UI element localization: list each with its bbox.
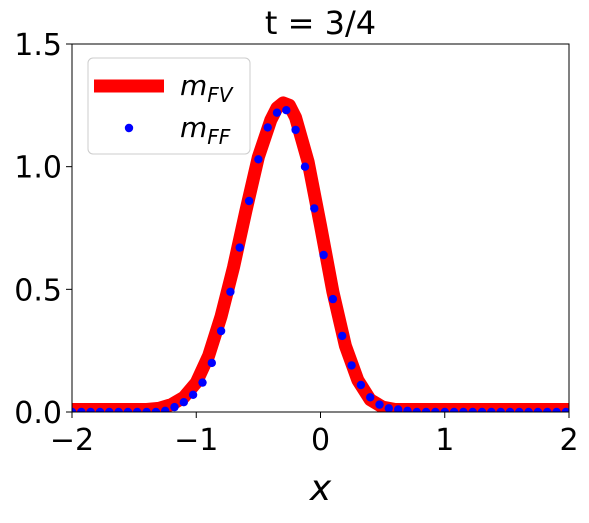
series-marker-point [524,407,533,412]
chart-title: t = 3/4 [265,4,376,42]
legend-label: mFV [180,69,234,107]
series-marker-point [552,407,561,412]
legend-label-subscript: FV [207,83,234,107]
legend-label-base: m [180,69,207,102]
series-marker-point [487,407,496,412]
x-tick-label: 1 [435,423,454,458]
series-marker-point [72,407,77,412]
series-marker-point [356,380,366,390]
series-marker-point [272,108,282,117]
series-marker-point [161,406,170,412]
series-marker-point [403,406,412,412]
x-tick-label: −2 [50,423,94,458]
series-marker-point [431,407,440,412]
series-marker-point [440,407,449,412]
series-marker-point [477,407,487,412]
series-marker-point [254,155,263,164]
y-tick-label: 0.0 [14,396,62,431]
series-marker-point [95,407,105,412]
x-tick-label: 0 [311,423,330,458]
series-marker-point [310,204,319,213]
series-marker-point [105,407,114,412]
series-marker-point [114,407,123,412]
y-tick-label: 1.5 [14,28,62,63]
series-marker-point [459,407,468,412]
series-marker-point [449,407,459,412]
series-marker-point [123,407,133,412]
legend-label-subscript: FF [207,125,231,149]
series-marker-point [170,402,179,412]
series-marker-point [328,294,338,304]
series-marker-point [207,358,216,368]
x-tick-label: 2 [559,423,578,458]
series-marker-point [188,390,198,399]
series-marker-point [543,407,552,412]
series-marker-point [347,361,356,370]
series-marker-point [366,393,375,402]
series-marker-point [394,405,403,412]
series-marker-point [282,106,291,115]
y-tick-label: 0.5 [14,273,62,308]
series-marker-point [300,162,310,171]
plot-area [72,96,569,412]
series-marker-point [86,407,95,412]
series-marker-point [421,407,431,412]
series-marker-point [216,326,226,336]
series-marker-point [496,407,505,412]
series-marker-point [291,125,300,135]
legend-swatch-marker [124,123,134,133]
series-marker-point [151,407,161,412]
series-marker-point [515,407,524,412]
series-marker-point [133,407,142,412]
series-marker-point [244,196,254,206]
y-tick-label: 1.0 [14,151,62,186]
series-marker-point [226,287,235,296]
series-marker-point [412,407,421,412]
series-marker-point [561,407,569,412]
series-marker-point [505,407,515,412]
series-marker-point [338,331,347,341]
legend-label-base: m [180,111,207,144]
series-marker-point [77,407,86,412]
series-marker-point [384,404,393,412]
x-tick-label: −1 [174,423,218,458]
x-axis-label: x [309,468,332,509]
legend-label: mFF [180,111,231,149]
series-marker-point [533,407,543,412]
series-marker-point [235,243,244,252]
series-marker-point [468,407,477,412]
series-marker-point [375,400,384,409]
series-marker-point [263,123,272,132]
series-marker-point [142,407,151,412]
series-marker-point [179,398,188,407]
series-marker-point [319,250,328,260]
series-marker-point [198,378,207,387]
